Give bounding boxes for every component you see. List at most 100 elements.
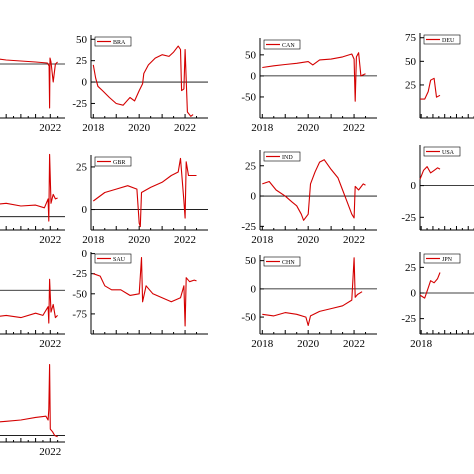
x-tick-label: 2022 [39,234,61,246]
legend: USA [423,146,461,157]
series-line [0,153,58,222]
legend: DEU [423,34,461,45]
chart-panel-9: 2022 [0,278,65,350]
x-tick-label: 2018 [251,338,274,350]
legend-label: USA [442,150,455,156]
x-tick-label: 2022 [174,122,196,134]
chart-panel-8: 0 -25 USA [401,145,474,231]
y-tick-label: 0 [411,180,417,192]
legend-label: JPN [442,257,453,263]
legend-box [263,151,301,162]
y-tick-label: 25 [405,262,417,274]
legend-box [94,36,132,47]
y-tick-label: -50 [72,288,87,300]
y-tick-label: 0 [411,288,417,300]
legend-box [263,256,301,267]
series-line [0,57,58,109]
x-tick-label: 2020 [297,338,320,350]
legend-box [263,39,301,50]
x-tick-label: 2022 [343,338,365,350]
legend-label: SAU [113,257,126,263]
series-line [93,257,197,327]
y-tick-label: -75 [72,308,87,320]
y-tick-label: 0 [82,204,88,216]
chart-panel-10: 0 -25 -50 -75 SAU [72,248,208,335]
y-tick-label: 25 [245,160,257,172]
legend: CHN [263,256,301,267]
series-line [420,77,441,100]
y-tick-label: 0 [251,191,257,203]
series-line [92,45,194,117]
series-line [92,157,197,228]
chart-panel-1: 2022 [0,57,65,134]
series-line [419,166,441,180]
x-tick-label: 2018 [410,338,433,350]
y-tick-label: -25 [72,268,87,280]
legend: IND [263,151,301,162]
legend: JPN [423,253,461,264]
chart-panel-3: 50 0 -50 2018 2020 2022 CAN [241,38,377,134]
y-tick-label: 50 [245,49,257,61]
chart-panel-12: 25 0 -25 2018 JPN [401,252,474,350]
y-tick-label: 0 [82,248,88,260]
legend-box [94,253,132,264]
x-tick-label: 2018 [82,122,105,134]
x-tick-label: 2020 [128,234,151,246]
legend-box [423,34,461,45]
legend-label: DEU [442,38,455,44]
y-tick-label: -25 [401,212,416,224]
y-tick-label: 0 [251,283,257,295]
legend-label: CAN [282,43,295,49]
x-tick-label: 2020 [297,122,320,134]
legend-label: BRA [113,40,126,46]
y-tick-label: 25 [405,79,417,91]
chart-panel-13: 2022 [0,363,65,458]
y-tick-label: -25 [72,98,87,110]
legend-box [423,146,461,157]
legend: BRA [94,36,132,47]
x-tick-label: 2022 [39,338,61,350]
chart-panel-4: 75 50 25 DEU [405,32,474,119]
legend: CAN [263,39,301,50]
y-tick-label: -25 [241,221,256,233]
series-line [262,257,363,327]
x-tick-label: 2020 [128,122,151,134]
y-tick-label: -50 [241,312,256,324]
x-tick-label: 2022 [343,234,365,246]
x-tick-label: 2018 [251,122,274,134]
legend-box [423,253,461,264]
legend-label: GBR [113,160,125,166]
y-tick-label: 50 [405,56,417,68]
legend: SAU [94,253,132,264]
y-tick-label: 25 [76,161,88,173]
y-tick-label: 50 [76,34,88,46]
chart-panel-6: 25 0 2018 2020 2022 GBR [76,155,208,246]
series-line [262,159,366,221]
x-tick-label: 2022 [39,446,61,458]
y-tick-label: 50 [245,255,257,267]
chart-panel-2: 50 25 0 -25 2018 2020 2022 BRA [72,34,208,134]
series-line [262,52,366,102]
x-tick-label: 2022 [343,122,365,134]
x-tick-label: 2022 [39,122,61,134]
x-tick-label: 2020 [297,234,320,246]
legend-label: IND [282,155,293,161]
chart-panel-5: 2022 [0,153,65,246]
x-tick-label: 2018 [82,234,105,246]
y-tick-label: 25 [76,55,88,67]
legend-label: CHN [282,260,295,266]
legend-box [94,156,132,167]
series-line [419,272,441,299]
y-tick-label: -25 [401,313,416,325]
x-tick-label: 2018 [251,234,274,246]
y-tick-label: 0 [82,77,88,89]
series-line [0,278,58,324]
chart-panel-11: 50 0 -50 2018 2020 2022 CHN [241,255,377,350]
y-tick-label: 0 [251,70,257,82]
y-tick-label: -50 [241,91,256,103]
legend: GBR [94,156,132,167]
y-tick-label: 75 [405,32,417,44]
x-tick-label: 2022 [174,234,196,246]
